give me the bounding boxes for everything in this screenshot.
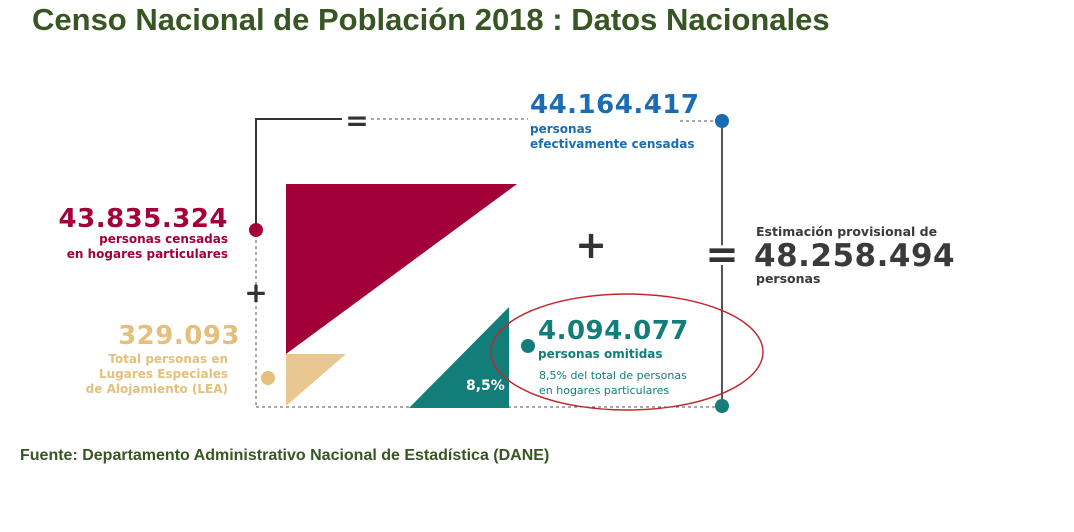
omitidas-dot — [521, 339, 535, 353]
lea-label: Total personas en Lugares Especiales de … — [86, 352, 228, 397]
censadas-label-line2: efectivamente censadas — [530, 137, 695, 151]
lea-label-line3: de Alojamiento (LEA) — [85, 382, 228, 396]
hogares-label: personas censadas en hogares particulare… — [67, 232, 228, 262]
lea-value: 329.093 — [118, 321, 240, 351]
omitidas-label: personas omitidas — [538, 347, 663, 361]
censadas-label-line1: personas — [530, 122, 592, 136]
source-note: Fuente: Departamento Administrativo Naci… — [20, 447, 550, 464]
page-title: Censo Nacional de Población 2018 : Datos… — [32, 2, 830, 37]
lea-trapezoid — [286, 354, 346, 406]
estimacion-unit: personas — [756, 271, 821, 286]
omitidas-value: 4.094.077 — [538, 316, 689, 346]
connector-bracket-top-left — [255, 118, 342, 230]
omitidas-note-line2: en hogares particulares — [539, 384, 670, 397]
omitidas-note-line1: 8,5% del total de personas — [539, 369, 687, 382]
censadas-label: personas efectivamente censadas — [530, 122, 694, 152]
censadas-dot — [715, 114, 729, 128]
omitidas-percent-label: 8,5% — [466, 378, 505, 394]
lea-dot — [261, 371, 275, 385]
plus-center-operator: + — [575, 223, 607, 267]
hogares-dot — [249, 223, 263, 237]
omitidas-triangle — [409, 307, 509, 408]
lea-label-line2: Lugares Especiales — [98, 367, 228, 381]
hogares-label-line2: en hogares particulares — [66, 247, 228, 261]
hogares-value: 43.835.324 — [58, 204, 228, 234]
hogares-label-line1: personas censadas — [99, 232, 228, 246]
equals-right-operator: = — [705, 232, 739, 278]
estimacion-label: Estimación provisional de — [756, 224, 938, 239]
lea-label-line1: Total personas en — [108, 352, 228, 366]
estimacion-value: 48.258.494 — [754, 238, 956, 274]
omitidas-right-dot — [715, 399, 729, 413]
hogares-triangle — [286, 184, 517, 354]
censadas-value: 44.164.417 — [530, 90, 700, 120]
plus-left-operator: + — [244, 276, 267, 309]
omitidas-note: 8,5% del total de personas en hogares pa… — [539, 368, 687, 398]
highlight-ellipse — [490, 293, 764, 411]
equals-top-operator: = — [345, 104, 368, 137]
